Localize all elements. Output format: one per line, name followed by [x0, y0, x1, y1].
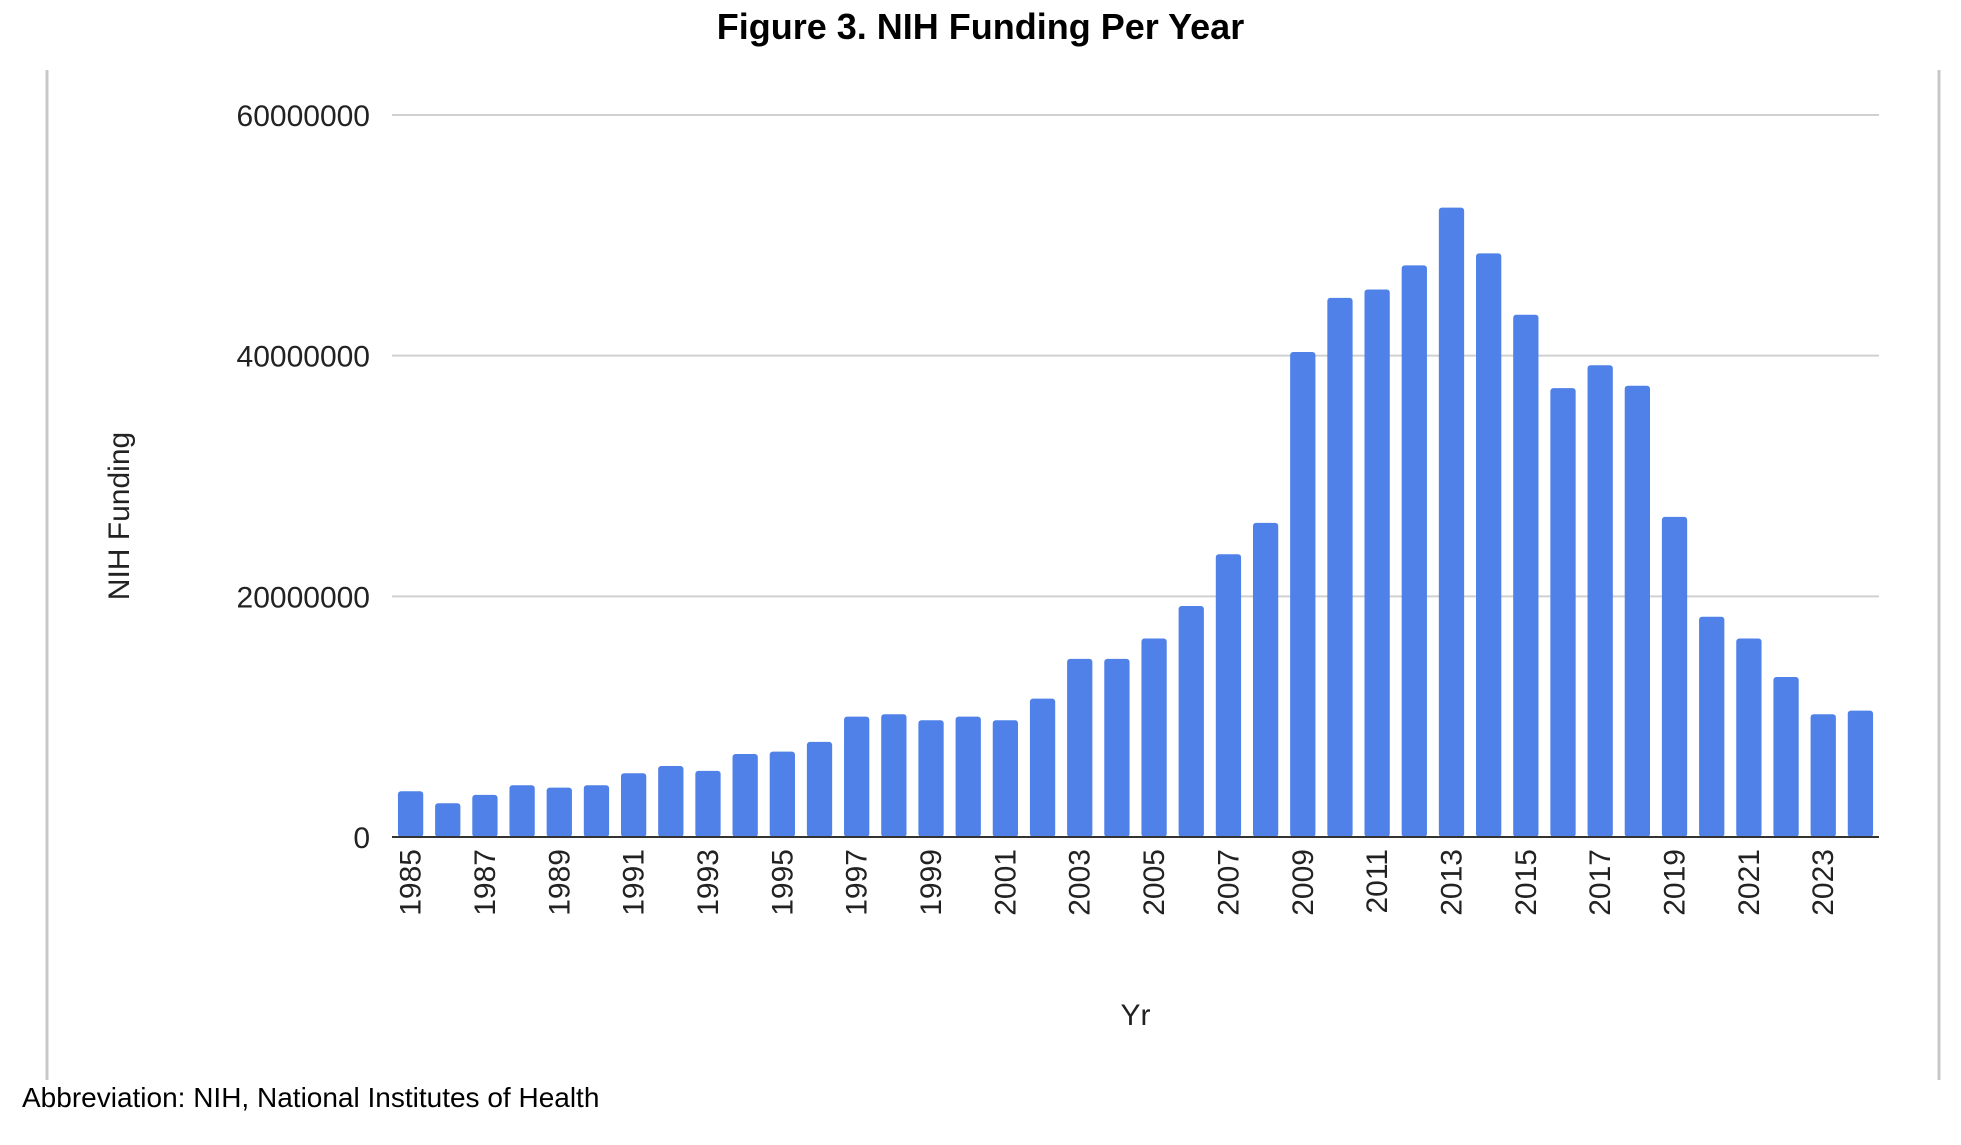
bar-2008 [1252, 522, 1279, 837]
bar-1999 [918, 720, 944, 837]
bar-2004 [1104, 658, 1130, 837]
x-tick-label: 1985 [395, 849, 428, 916]
x-tick-label: 1989 [543, 849, 576, 916]
x-tick-label: 2013 [1435, 849, 1468, 916]
x-tick-label: 2007 [1212, 849, 1245, 916]
bar-1991 [620, 773, 647, 837]
bar-2012 [1401, 265, 1427, 837]
y-tick-label: 40000000 [237, 341, 370, 374]
x-tick-label: 1999 [915, 849, 948, 916]
bar-1986 [435, 803, 461, 837]
y-tick-labels: 0 20000000 40000000 60000000 [237, 100, 370, 855]
bar-2001 [992, 720, 1019, 837]
bar-1995 [769, 751, 795, 837]
bar-1988 [509, 785, 535, 837]
bar-2002 [1029, 698, 1056, 837]
bar-2015 [1513, 314, 1539, 838]
bar-2018 [1624, 385, 1651, 837]
y-tick-label: 20000000 [237, 581, 370, 614]
bar-2017 [1587, 365, 1613, 837]
x-axis-title: Yr [1121, 999, 1151, 1032]
bar-2010 [1327, 297, 1353, 837]
bar-1987 [472, 794, 498, 837]
bar-2007 [1215, 554, 1242, 837]
figure-title: Figure 3. NIH Funding Per Year [716, 6, 1245, 47]
x-tick-label: 2021 [1733, 849, 1766, 916]
x-tick-label: 2005 [1138, 849, 1171, 916]
x-tick-labels: 1985 1987 1989 1991 1993 1995 1997 1999 2001 2003… [395, 849, 1841, 916]
x-tick-label: 2019 [1659, 849, 1692, 916]
bar-1996 [806, 741, 833, 837]
bar-2016 [1550, 388, 1576, 837]
y-tick-label: 0 [353, 822, 370, 855]
x-tick-label: 2009 [1287, 849, 1320, 916]
bar-2011 [1364, 289, 1390, 837]
x-tick-label: 1993 [692, 849, 725, 916]
bar-1993 [695, 770, 721, 837]
x-tick-label: 2003 [1064, 849, 1097, 916]
bar-2006 [1178, 605, 1204, 837]
bar-2021 [1736, 638, 1762, 837]
y-tick-label: 60000000 [237, 100, 370, 133]
bar-2009 [1290, 352, 1316, 837]
bar-2005 [1141, 638, 1167, 837]
bar-2023 [1810, 714, 1836, 837]
bar-1985 [397, 791, 424, 837]
bar-1994 [732, 753, 758, 837]
bar-2019 [1661, 516, 1688, 837]
chart-frame: 0 20000000 40000000 60000000 1985 1987 1989 19… [44, 70, 1944, 1080]
bar-1990 [583, 785, 610, 837]
bar-1997 [844, 716, 870, 837]
x-tick-label: 2017 [1584, 849, 1617, 916]
x-tick-label: 1987 [469, 849, 502, 916]
y-axis-title: NIH Funding [103, 432, 136, 600]
bar-2003 [1067, 658, 1093, 837]
bar-2013 [1438, 207, 1465, 837]
bar-2000 [955, 716, 981, 837]
bar-2022 [1773, 676, 1799, 837]
bar-1998 [881, 714, 907, 837]
x-tick-label: 1991 [618, 849, 651, 916]
x-tick-label: 1997 [841, 849, 874, 916]
gridlines [392, 114, 1879, 598]
bar-2024 [1847, 710, 1874, 837]
x-tick-label: 2015 [1510, 849, 1543, 916]
caption: Abbreviation: NIH, National Institutes o… [22, 1082, 600, 1113]
bar-1992 [658, 766, 684, 837]
bar-2014 [1476, 253, 1502, 838]
bars [397, 207, 1874, 838]
bar-2020 [1699, 616, 1725, 837]
x-tick-label: 2001 [989, 849, 1022, 916]
x-tick-label: 1995 [766, 849, 799, 916]
x-tick-label: 2011 [1361, 849, 1394, 914]
bar-1989 [546, 787, 572, 837]
x-tick-label: 2023 [1807, 849, 1840, 916]
